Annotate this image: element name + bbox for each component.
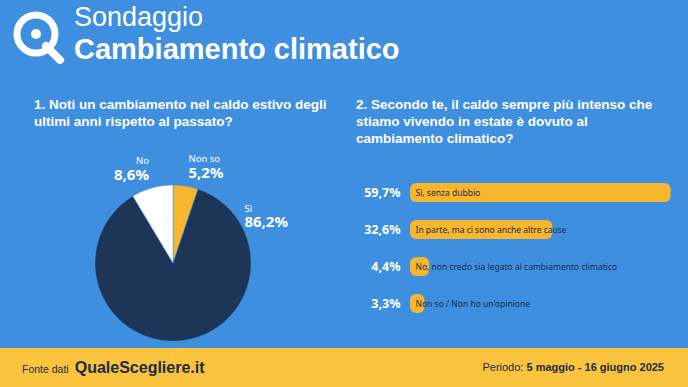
svg-text:Sì: Sì bbox=[244, 202, 252, 215]
svg-text:In parte, ma ci sono anche alt: In parte, ma ci sono anche altre cause bbox=[416, 224, 567, 235]
html-text:1. Noti un cambiamento nel cal: 1. Noti un cambiamento nel caldo estivo … bbox=[34, 97, 327, 129]
svg-text:3,3%: 3,3% bbox=[371, 295, 400, 312]
svg-text:4,4%: 4,4% bbox=[371, 258, 400, 275]
svg-text:8,6%: 8,6% bbox=[114, 163, 149, 184]
svg-text:Non so / Non ho un'opinione: Non so / Non ho un'opinione bbox=[416, 298, 531, 309]
svg-text:59,7%: 59,7% bbox=[364, 184, 400, 201]
html-text:Cambiamento climatico: Cambiamento climatico bbox=[74, 33, 400, 65]
svg-text:Sì, senza dubbio: Sì, senza dubbio bbox=[416, 187, 481, 198]
html-text:2. Secondo te, il caldo sempre: 2. Secondo te, il caldo sempre più inten… bbox=[356, 97, 653, 146]
svg-text:5,2%: 5,2% bbox=[188, 161, 224, 182]
svg-text:32,6%: 32,6% bbox=[364, 221, 400, 238]
svg-text:No: No bbox=[136, 154, 149, 167]
html-text:Sondaggio: Sondaggio bbox=[74, 2, 204, 32]
html-text:Fonte dati QualeScegliere.it: Fonte dati QualeScegliere.it bbox=[22, 359, 205, 376]
html-text:Periodo: 5 maggio - 16 giugno: Periodo: 5 maggio - 16 giugno 2025 bbox=[482, 361, 664, 373]
svg-text:Non so: Non so bbox=[188, 152, 220, 165]
svg-text:No, non credo sia legato al ca: No, non credo sia legato al cambiamento … bbox=[416, 261, 618, 272]
svg-text:86,2%: 86,2% bbox=[244, 211, 288, 232]
